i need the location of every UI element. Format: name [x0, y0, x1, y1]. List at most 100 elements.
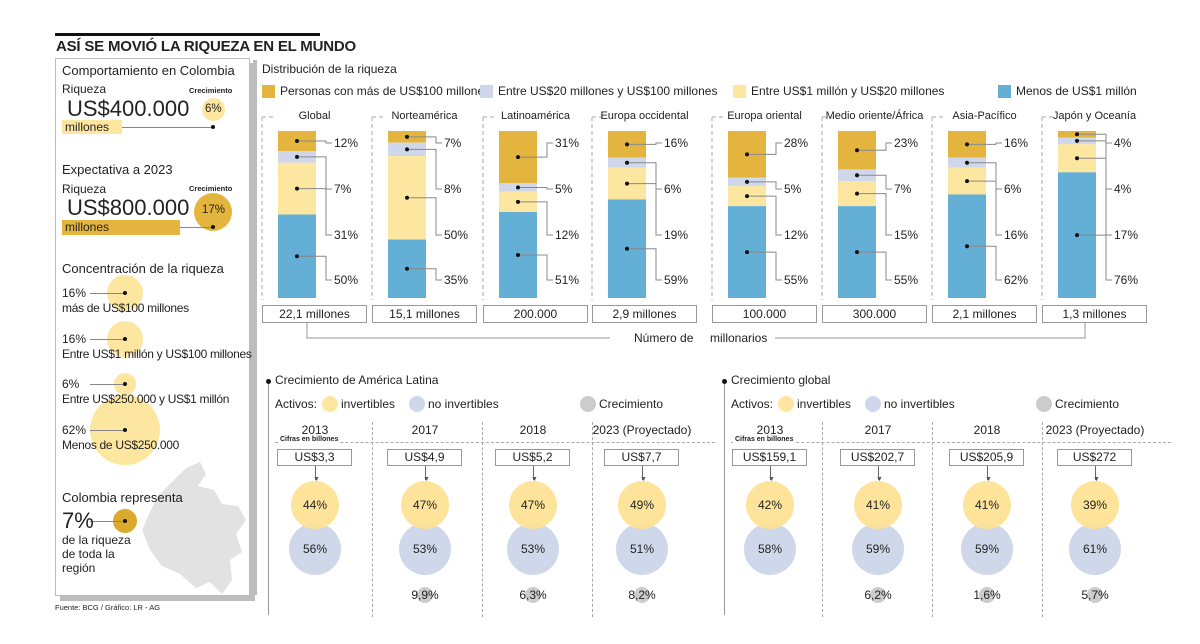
legend-circle — [409, 396, 425, 412]
value-label: 16% — [664, 136, 689, 150]
millionaires-count: 100.000 — [712, 305, 817, 323]
connector — [90, 521, 125, 522]
wealth-label: Riqueza — [62, 82, 107, 96]
connector-dot — [123, 428, 127, 432]
non-investable-value: 53% — [412, 542, 438, 556]
value-label: 12% — [334, 136, 359, 150]
connector — [90, 293, 125, 294]
segment-dot — [295, 186, 299, 191]
wealth-value: US$400.000 — [67, 96, 190, 121]
arrow-line — [770, 466, 771, 480]
segment-dot — [516, 252, 520, 257]
value-label: 5% — [555, 182, 573, 196]
non-investable-circle — [852, 523, 904, 575]
growth-circle — [194, 193, 232, 231]
segment-dot — [295, 254, 299, 259]
non-investable-circle — [961, 523, 1013, 575]
label-connector — [297, 156, 332, 190]
legend-prefix: Activos: — [731, 397, 774, 411]
segment-dot — [405, 147, 409, 152]
arrow-line — [987, 466, 988, 480]
column-separator — [1042, 422, 1043, 617]
investable-value: 44% — [302, 498, 328, 512]
segment-dot — [745, 152, 749, 157]
title-rule — [55, 33, 320, 36]
concentration-value: 16% — [62, 332, 87, 346]
arrow-icon: ▼ — [423, 476, 430, 483]
arrow-icon: ▼ — [531, 476, 538, 483]
connector-dot — [123, 291, 127, 295]
category-label: Japón y Oceanía — [1052, 110, 1137, 122]
value-label: 59% — [664, 273, 689, 287]
label-connector — [297, 188, 332, 236]
segment-dot — [1075, 233, 1079, 238]
legend-circle — [580, 396, 596, 412]
legend-swatch — [262, 85, 275, 98]
arrow-line — [425, 466, 426, 480]
value-label: 4% — [1114, 182, 1132, 196]
arrow-icon: ▼ — [768, 476, 775, 483]
segment-dot — [965, 179, 969, 184]
growth-circle — [634, 587, 650, 603]
investable-value: 47% — [520, 498, 546, 512]
millionaires-count: 15,1 millones — [372, 305, 477, 323]
category-label: Global — [298, 110, 331, 122]
investable-circle — [963, 481, 1011, 529]
expectation-heading: Expectativa a 2023 — [62, 162, 173, 177]
connector-dot — [211, 125, 215, 129]
label-connector — [857, 251, 892, 281]
connector-dot — [123, 519, 127, 523]
year-label: 2018 — [973, 423, 1001, 437]
value-label: 50% — [444, 228, 469, 242]
non-investable-circle — [744, 523, 796, 575]
growth-value: 1,6% — [973, 588, 1001, 602]
value-label: 17% — [1114, 228, 1139, 242]
non-investable-circle — [399, 523, 451, 575]
year-label: 2018 — [519, 423, 547, 437]
segment-dot — [516, 199, 520, 204]
year-label: 2017 — [864, 423, 892, 437]
concentration-label: Menos de US$250.000 — [62, 438, 180, 452]
region-share-text: de toda la — [62, 547, 115, 561]
header-dashed-line — [731, 442, 1171, 443]
growth-value: 6,2% — [864, 588, 892, 602]
timeline-line — [724, 383, 725, 615]
category-label: Latinoamérica — [500, 110, 571, 122]
value-label: 62% — [1004, 273, 1029, 287]
label-connector — [518, 201, 553, 236]
non-investable-circle — [1069, 523, 1121, 575]
legend-label: Crecimiento — [1055, 397, 1120, 411]
label-connector — [747, 142, 782, 155]
units-note: Cifras en billones — [733, 436, 796, 443]
connector-dot — [211, 225, 215, 229]
legend-label: Personas con más de US$100 millones — [280, 84, 491, 98]
concentration-value: 16% — [62, 286, 87, 300]
arrow-icon: ▼ — [313, 476, 320, 483]
legend-label: no invertibles — [884, 397, 955, 411]
arrow-line — [642, 466, 643, 480]
value-label: 7% — [334, 182, 352, 196]
non-investable-circle — [289, 523, 341, 575]
connector — [180, 227, 213, 228]
arrow-line — [533, 466, 534, 480]
connector — [90, 430, 125, 431]
growth-circle — [1087, 587, 1103, 603]
label-connector — [627, 162, 662, 190]
section-title: Crecimiento de América Latina — [275, 373, 439, 387]
value-label: 16% — [1004, 228, 1029, 242]
concentration-label: más de US$100 millones — [62, 301, 189, 315]
label-connector — [1077, 157, 1112, 236]
total-assets: US$159,1 — [732, 449, 807, 466]
millionaires-label: Número de — [634, 331, 694, 345]
legend-swatch — [480, 85, 493, 98]
non-investable-value: 59% — [974, 542, 1000, 556]
millionaires-count: 22,1 millones — [262, 305, 367, 323]
segment-dot — [965, 244, 969, 249]
label-connector — [518, 142, 553, 158]
units-note: Cifras en billones — [278, 436, 341, 443]
colombia-map — [142, 462, 246, 594]
value-label: 31% — [334, 228, 359, 242]
column-separator — [482, 422, 483, 617]
millionaires-count: 300.000 — [822, 305, 927, 323]
